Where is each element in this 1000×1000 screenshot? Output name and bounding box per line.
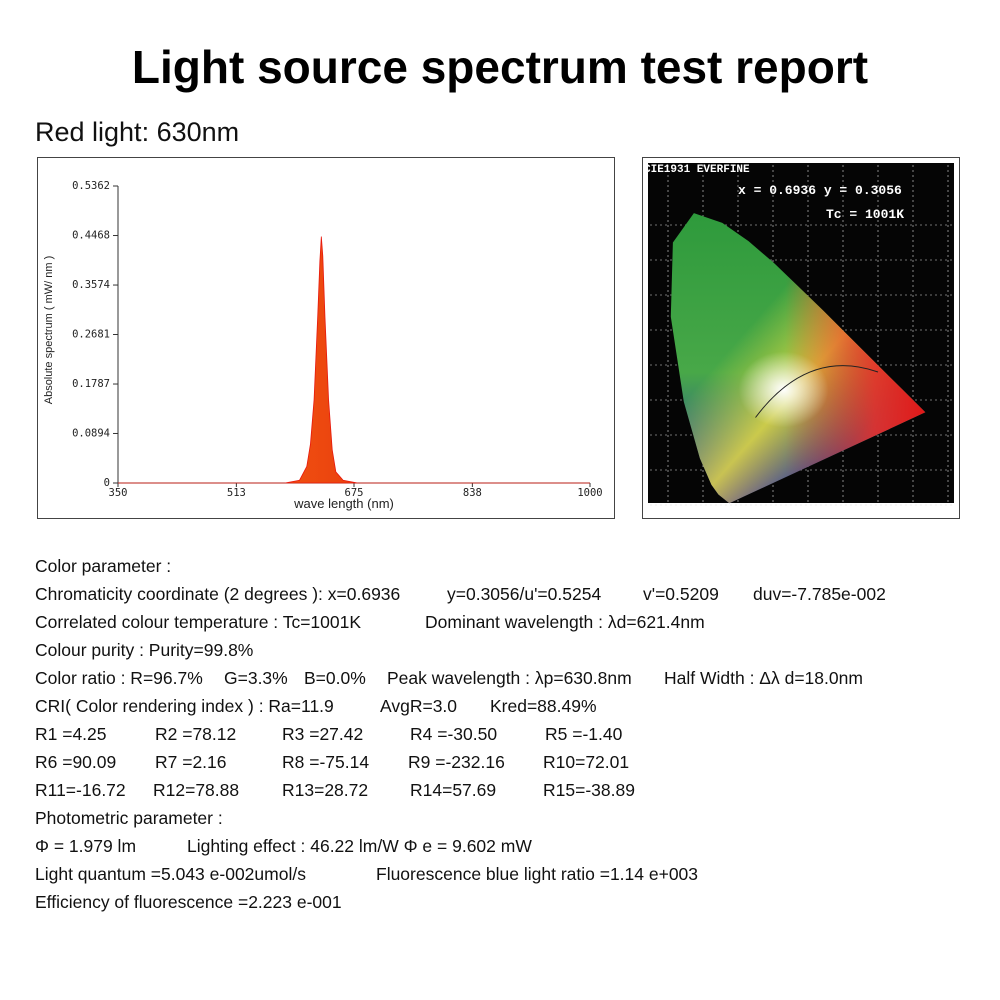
x-tick-label: 350 (109, 487, 128, 499)
parameter-text: v'=0.5209 (643, 584, 719, 604)
cie-tc: Tc = 1001K (826, 207, 904, 222)
parameter-text: Light quantum =5.043 e-002umol/s (35, 864, 306, 884)
parameter-text: Dominant wavelength : λd=621.4nm (425, 612, 705, 632)
parameter-text: Fluorescence blue light ratio =1.14 e+00… (376, 864, 699, 884)
parameter-text: Correlated colour temperature : Tc=1001K (35, 612, 362, 632)
parameter-text: Chromaticity coordinate (2 degrees ): x=… (35, 584, 401, 604)
parameter-text: y=0.3056/u'=0.5254 (447, 584, 602, 604)
x-tick-label: 675 (345, 487, 364, 499)
parameter-text: R8 =-75.14 (282, 752, 370, 772)
parameter-text: R6 =90.09 (35, 752, 117, 772)
y-tick-label: 0.1787 (72, 378, 110, 390)
parameter-text: Peak wavelength : λp=630.8nm (387, 668, 632, 688)
parameter-text: Half Width : Δλ d=18.0nm (664, 668, 863, 688)
parameter-text: Lighting effect : 46.22 lm/W Φ e = 9.602… (187, 836, 532, 856)
parameter-text: R3 =27.42 (282, 724, 364, 744)
parameter-text: R12=78.88 (153, 780, 240, 800)
title: Light source spectrum test report (131, 41, 869, 93)
subtitle: Red light: 630nm (35, 117, 240, 147)
y-axis-label: Absolute spectrum ( mW/ nm ) (43, 256, 55, 405)
parameter-text: R15=-38.89 (543, 780, 635, 800)
y-tick-label: 0 (104, 477, 110, 489)
y-tick-label: 0.5362 (72, 180, 110, 192)
y-tick-label: 0.3574 (72, 279, 110, 291)
parameter-text: G=3.3% (224, 668, 288, 688)
parameter-text: Photometric parameter : (35, 808, 223, 828)
parameter-text: R4 =-30.50 (410, 724, 498, 744)
y-tick-label: 0.0894 (72, 427, 110, 439)
parameter-text: Colour purity : Purity=99.8% (35, 640, 254, 660)
parameter-text: CRI( Color rendering index ) : Ra=11.9 (35, 696, 334, 716)
chart: Absolute spectrum ( mW/ nm ) wave length… (37, 157, 960, 519)
cie-title: CIE1931 EVERFINE (644, 164, 750, 176)
x-tick-label: 1000 (577, 487, 602, 499)
spectrum-area (118, 236, 590, 484)
parameter-text: Color parameter : (35, 556, 172, 576)
y-tick-label: 0.2681 (72, 329, 110, 341)
parameter-text: R7 =2.16 (155, 752, 227, 772)
cie-coords: x = 0.6936 y = 0.3056 (738, 183, 902, 198)
x-axis-label: wave length (nm) (293, 496, 394, 511)
parameter-text: R14=57.69 (410, 780, 497, 800)
parameter-text: AvgR=3.0 (380, 696, 458, 716)
parameter-text: R1 =4.25 (35, 724, 107, 744)
parameter-text: R10=72.01 (543, 752, 630, 772)
parameter-text: Kred=88.49% (490, 696, 597, 716)
parameter-text: R13=28.72 (282, 780, 369, 800)
parameter-text: R2 =78.12 (155, 724, 237, 744)
parameter-text: Efficiency of fluorescence =2.223 e-001 (35, 892, 342, 912)
x-tick-label: 513 (227, 487, 246, 499)
parameter-text: duv=-7.785e-002 (753, 584, 886, 604)
parameter-text: Color ratio : R=96.7% (35, 668, 203, 688)
parameter-text: R5 =-1.40 (545, 724, 623, 744)
x-tick-label: 838 (463, 487, 482, 499)
parameter-text: Φ = 1.979 lm (35, 836, 137, 856)
y-tick-label: 0.4468 (72, 230, 110, 242)
cie-planckian (755, 365, 879, 418)
parameter-text: B=0.0% (304, 668, 366, 688)
parameter-text: R9 =-232.16 (408, 752, 505, 772)
cie-white (738, 351, 829, 428)
parameter-text: R11=-16.72 (35, 780, 126, 800)
